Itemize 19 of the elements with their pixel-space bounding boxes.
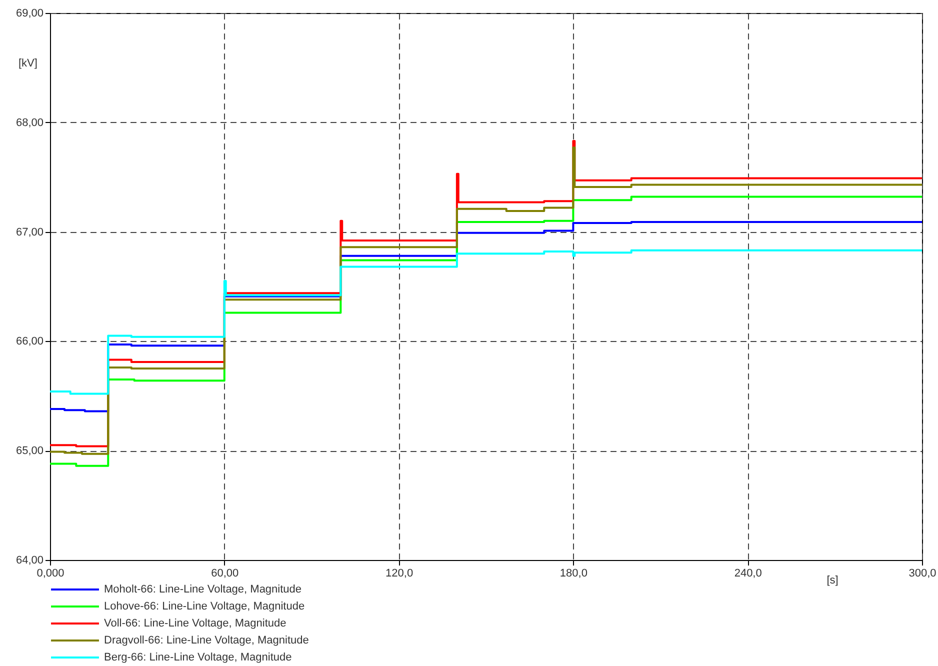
legend-label: Dragvoll-66: Line-Line Voltage, Magnitude: [104, 634, 309, 646]
x-tick-label: 180,0: [560, 568, 588, 580]
y-tick-label: 66,00: [16, 336, 44, 348]
legend-label: Moholt-66: Line-Line Voltage, Magnitude: [104, 584, 302, 596]
y-tick-label: 64,00: [16, 554, 44, 566]
y-tick-label: 67,00: [16, 226, 44, 238]
x-tick-label: 0,000: [36, 568, 64, 580]
y-axis-title: [kV]: [18, 58, 38, 70]
legend-label: Voll-66: Line-Line Voltage, Magnitude: [104, 618, 286, 630]
y-tick-label: 65,00: [16, 445, 44, 458]
x-tick-label: 240,0: [734, 568, 762, 580]
legend-label: Lohove-66: Line-Line Voltage, Magnitude: [104, 600, 305, 612]
x-axis-title: [s]: [826, 574, 838, 586]
y-tick-label: 68,00: [16, 116, 44, 129]
legend-label: Berg-66: Line-Line Voltage, Magnitude: [104, 652, 292, 664]
y-tick-label: 69,00: [16, 8, 44, 20]
x-tick-label: 300,0: [908, 568, 936, 580]
x-tick-label: 60,00: [211, 568, 239, 580]
x-tick-label: 120,0: [386, 568, 414, 580]
